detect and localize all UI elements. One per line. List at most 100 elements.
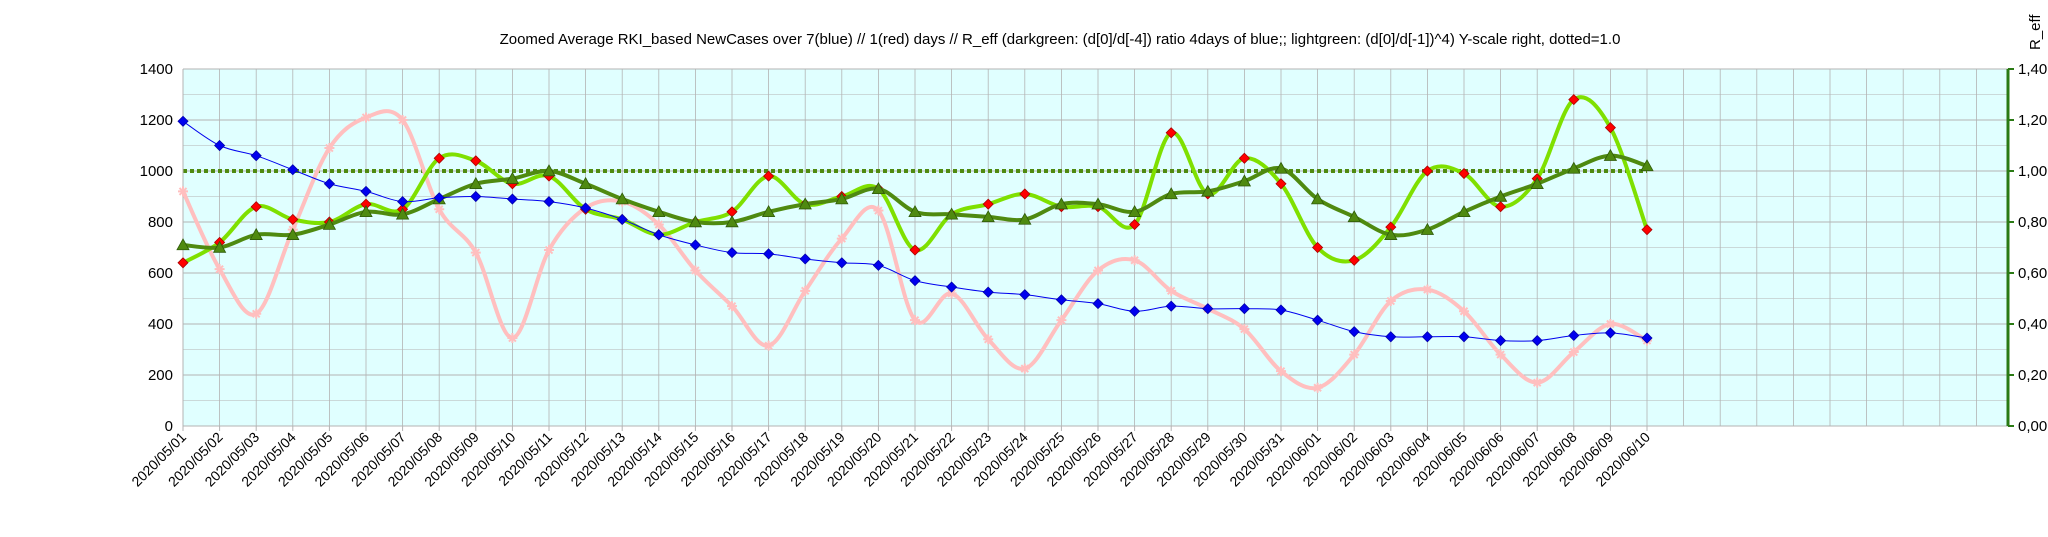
data-point <box>1239 324 1250 335</box>
data-point <box>177 257 189 269</box>
y2-axis-label: R_eff <box>2027 14 2044 50</box>
y2-tick-label: 0,00 <box>2018 418 2047 435</box>
data-point <box>909 275 921 287</box>
data-point <box>1310 192 1325 205</box>
data-point <box>1056 315 1067 326</box>
y2-tick-label: 0,20 <box>2018 367 2047 384</box>
axes <box>182 68 2014 431</box>
data-point <box>578 176 593 189</box>
data-point <box>361 112 371 123</box>
data-point <box>653 229 665 241</box>
chart-title: Zoomed Average RKI_based NewCases over 7… <box>500 31 1621 48</box>
data-point <box>1457 204 1471 218</box>
data-point <box>1312 241 1324 254</box>
data-point <box>1165 127 1177 139</box>
data-point <box>1567 161 1581 174</box>
data-point <box>652 204 666 218</box>
data-point <box>1495 335 1507 347</box>
data-point <box>250 201 262 213</box>
y-tick-label: 0 <box>165 418 173 435</box>
data-point <box>176 238 190 251</box>
data-point <box>908 204 922 218</box>
data-point <box>1312 314 1324 326</box>
data-point <box>434 204 445 215</box>
data-point <box>1275 178 1287 190</box>
data-point <box>1568 347 1579 358</box>
data-point <box>800 285 811 296</box>
data-point <box>1274 161 1288 174</box>
data-point <box>470 247 481 258</box>
data-point <box>1054 197 1069 210</box>
data-point <box>214 139 226 152</box>
data-point <box>1349 349 1360 360</box>
y-tick-label: 600 <box>148 265 173 282</box>
data-point <box>946 288 957 299</box>
data-point <box>1604 122 1616 134</box>
data-point <box>1164 187 1178 200</box>
data-point <box>1093 265 1103 276</box>
data-point <box>1385 296 1396 307</box>
data-point <box>1421 331 1433 343</box>
data-point <box>1201 184 1215 197</box>
data-point <box>433 192 445 204</box>
data-point <box>251 308 262 319</box>
data-point <box>1019 289 1031 301</box>
y2-tick-label: 0,80 <box>2018 214 2047 231</box>
y-tick-label: 800 <box>148 214 173 231</box>
data-point <box>872 259 884 271</box>
data-point <box>1129 255 1140 266</box>
data-point <box>1603 148 1618 161</box>
data-point <box>725 215 739 228</box>
y-tick-label: 200 <box>148 367 173 384</box>
data-point <box>763 340 774 351</box>
data-point <box>212 240 227 253</box>
y2-tick-label: 1,40 <box>2018 61 2047 78</box>
data-point <box>616 213 628 226</box>
data-point <box>1458 331 1470 343</box>
data-point <box>1237 174 1252 187</box>
data-point <box>286 227 300 240</box>
data-point <box>983 334 994 345</box>
data-point <box>1129 218 1141 231</box>
y-tick-label: 1200 <box>140 112 173 129</box>
data-point <box>615 192 629 205</box>
data-point <box>688 215 703 228</box>
series-group <box>176 94 1654 393</box>
data-point <box>1129 305 1141 317</box>
data-point <box>395 207 410 220</box>
data-point <box>761 204 776 218</box>
data-point <box>1421 165 1433 177</box>
data-point <box>1420 222 1435 235</box>
data-point <box>1055 294 1067 306</box>
data-point <box>1238 152 1250 164</box>
data-point <box>1495 201 1507 213</box>
data-point <box>322 217 337 230</box>
data-point <box>727 301 737 312</box>
data-point <box>1458 167 1470 180</box>
data-point <box>1275 304 1287 316</box>
data-point <box>1165 300 1177 312</box>
data-point <box>981 210 995 223</box>
data-point <box>544 245 554 256</box>
series-reff_1day <box>177 94 1653 269</box>
data-point <box>1166 285 1177 296</box>
data-point <box>470 155 482 167</box>
data-point <box>946 281 958 293</box>
data-point <box>1532 377 1543 388</box>
data-point <box>982 286 994 298</box>
data-point <box>836 257 848 269</box>
data-point <box>1018 212 1032 225</box>
data-point <box>580 202 592 214</box>
data-point <box>1347 210 1361 223</box>
data-point <box>470 190 482 203</box>
data-point <box>506 193 518 205</box>
y2-tick-label: 1,20 <box>2018 112 2047 129</box>
data-point <box>1641 332 1653 344</box>
data-point <box>1604 327 1616 339</box>
data-point <box>1422 284 1433 295</box>
data-point <box>177 115 189 127</box>
data-point <box>542 164 556 177</box>
y2-tick-label: 0,60 <box>2018 265 2047 282</box>
data-point <box>873 205 884 216</box>
